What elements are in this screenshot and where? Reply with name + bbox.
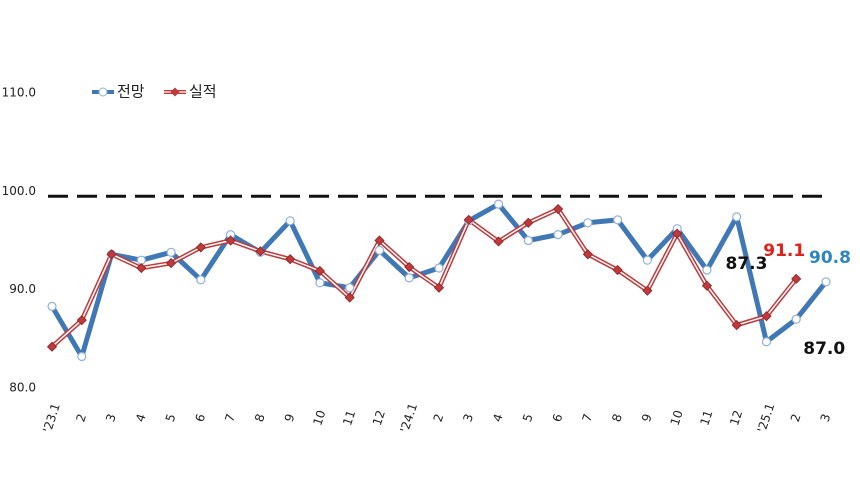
x-tick-label: 8 [252,412,268,424]
point [166,258,177,269]
point [553,230,563,240]
point [761,337,772,347]
point [136,255,146,265]
legend-label: 전망 [117,83,145,101]
point [642,285,653,296]
series-line-inner [51,208,797,348]
y-tick-label: 80.0 [9,381,36,395]
point [523,217,534,228]
point [404,261,415,273]
point [196,275,206,285]
point [493,199,504,209]
point [285,216,295,226]
point [731,320,742,331]
point [821,277,831,287]
point [76,315,87,326]
value-label: 90.8 [809,248,851,268]
point [433,282,445,293]
x-tick-label: 6 [550,412,566,424]
x-tick-label: 9 [639,412,655,424]
point [136,262,147,274]
point [791,273,802,284]
x-tick-label: '24.1 [397,401,420,434]
x-tick-label: 6 [193,412,209,424]
legend-marker [170,87,180,97]
series-line [49,201,828,360]
point [345,283,355,293]
value-label: 91.1 [763,241,805,261]
point [195,242,206,253]
x-tick-label: 11 [340,408,358,427]
point [225,235,236,246]
point [612,264,623,276]
point [374,235,385,246]
point [732,212,742,222]
point [106,249,117,260]
value-label: 87.0 [803,339,845,359]
point [46,341,58,352]
x-tick-label: 12 [727,408,745,427]
point [642,255,652,265]
x-tick-label: 9 [282,412,298,424]
point [314,265,325,277]
point [523,235,533,246]
y-tick-label: 110.0 [2,86,36,100]
y-tick-label: 100.0 [2,184,36,198]
point [701,280,712,291]
legend-marker [98,87,108,97]
point [315,278,325,288]
x-tick-label: '25.1 [755,401,778,434]
point [613,215,623,225]
x-tick-label: 7 [222,412,238,424]
x-tick-label: 11 [697,408,715,427]
point [285,254,296,265]
x-tick-label: 10 [310,408,328,427]
point [791,314,801,324]
point [493,236,504,247]
x-tick-label: 3 [103,412,119,424]
point [166,247,176,257]
point [434,263,444,273]
point [582,249,593,260]
x-tick-label: 12 [370,408,388,427]
value-label: 87.3 [725,254,767,274]
point [255,246,266,257]
x-tick-label: 8 [609,412,625,424]
x-tick-label: 2 [431,412,447,424]
x-tick-label: 5 [163,412,179,424]
point [77,351,87,362]
legend-label: 실적 [189,83,217,101]
point [47,301,57,311]
x-tick-label: 5 [520,412,536,424]
y-tick-label: 90.0 [9,282,36,296]
x-tick-label: 10 [668,408,686,427]
x-tick-label: 4 [133,412,149,424]
point [463,214,474,225]
x-tick-label: '23.1 [40,401,63,434]
x-tick-label: 2 [73,412,89,424]
x-tick-label: 4 [490,412,506,424]
point [344,292,355,303]
point [761,311,772,322]
x-tick-label: 2 [788,412,804,424]
x-tick-label: 3 [818,412,834,424]
x-tick-label: 3 [460,412,476,424]
point [672,228,683,239]
point [702,265,712,275]
point [583,218,593,228]
point [553,203,564,215]
point [374,245,385,255]
point [404,273,414,283]
x-tick-label: 7 [580,412,596,424]
